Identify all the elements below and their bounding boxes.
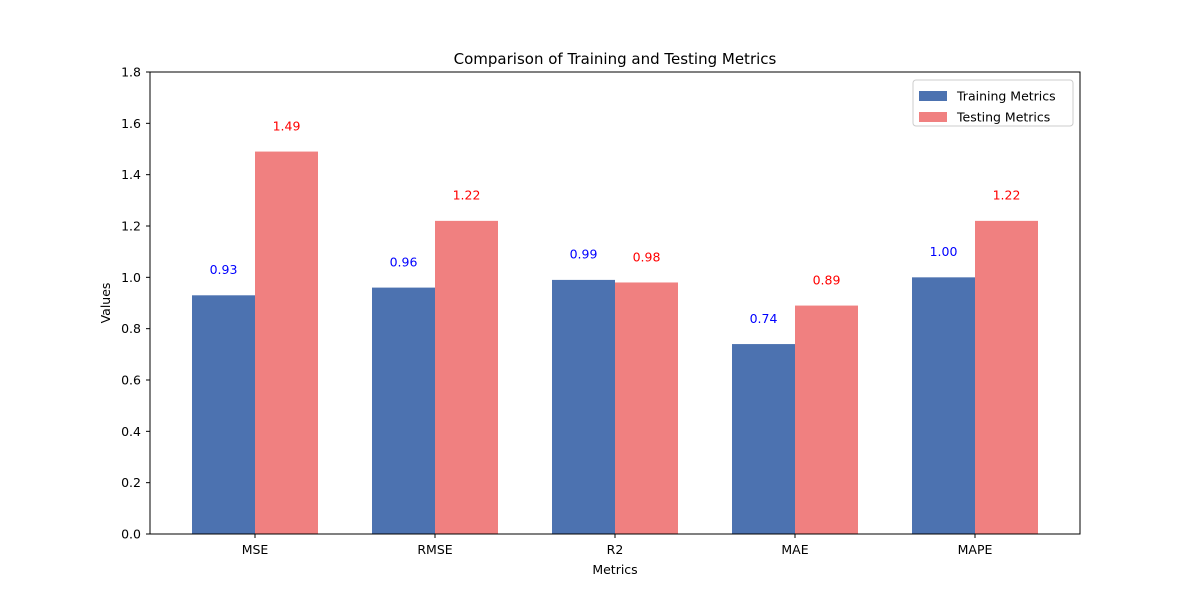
x-axis-title: Metrics [592,562,637,577]
x-tick-label-mae: MAE [781,542,808,557]
x-tick-label-rmse: RMSE [417,542,452,557]
y-tick-label: 0.8 [121,321,141,336]
training-bar-mse [192,295,255,534]
x-tick-label-r2: R2 [607,542,624,557]
training-value-label-r2: 0.99 [570,247,598,262]
testing-legend-label: Testing Metrics [956,110,1050,125]
legend-box [912,79,1074,127]
training-bar-mape [912,277,975,534]
testing-value-label-r2: 0.98 [633,249,661,264]
testing-legend-swatch [919,112,947,122]
testing-value-label-mae: 0.89 [813,272,841,287]
training-value-label-mae: 0.74 [750,311,778,326]
y-tick-label: 1.4 [121,167,141,182]
testing-value-label-mse: 1.49 [273,118,301,133]
y-tick-label: 1.2 [121,219,141,234]
testing-bar-rmse [435,220,498,534]
training-legend-swatch [919,91,947,101]
training-value-label-mse: 0.93 [210,262,238,277]
testing-bar-mse [255,151,318,535]
y-axis: 0.0 0.2 0.4 0.6 0.8 1.0 1.2 1.4 1.6 1.8 [121,65,150,542]
testing-bar-mae [795,305,858,534]
y-tick-label: 1.8 [121,65,141,80]
training-value-label-rmse: 0.96 [390,254,418,269]
plot-frame [149,71,1081,535]
y-tick-label: 0.4 [121,424,141,439]
testing-value-label-rmse: 1.22 [453,188,481,203]
y-tick-label: 0.0 [121,527,141,542]
chart-title: Comparison of Training and Testing Metri… [454,50,777,68]
testing-value-label-mape: 1.22 [993,188,1021,203]
y-axis-title: Values [98,283,113,324]
training-bar-r2 [552,279,615,534]
training-value-label-mape: 1.00 [930,244,958,259]
y-tick-label: 1.6 [121,116,141,131]
training-legend-label: Training Metrics [956,89,1056,104]
y-tick-label: 0.2 [121,475,141,490]
x-tick-label-mse: MSE [242,542,269,557]
y-tick-label: 1.0 [121,270,141,285]
testing-bar-mape [975,220,1038,534]
training-bar-rmse [372,287,435,534]
x-axis: MSE RMSE R2 MAE MAPE [242,534,993,557]
training-bar-mae [732,344,795,534]
legend: Training Metrics Testing Metrics [912,79,1074,127]
testing-bar-r2 [615,282,678,534]
data-labels-layer: 0.93 0.96 0.99 0.74 1.00 1.49 1.22 0.98 0.89 1.22 [210,118,1021,326]
bars-layer [192,151,1038,535]
y-tick-label: 0.6 [121,373,141,388]
x-tick-label-mape: MAPE [958,542,993,557]
